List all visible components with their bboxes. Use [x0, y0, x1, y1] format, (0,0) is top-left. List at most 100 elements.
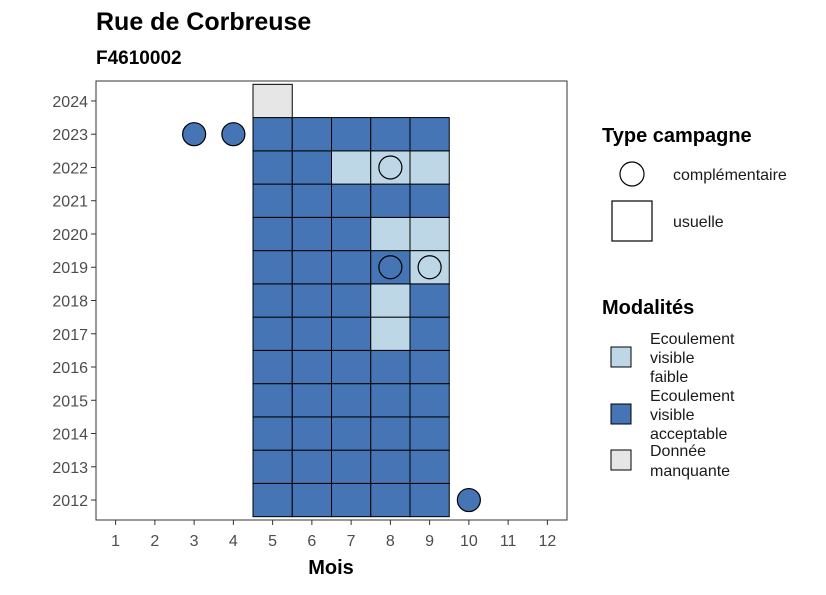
- heatmap-cell-2017-8: [370, 316, 411, 351]
- x-tick-label-8: 8: [386, 533, 395, 550]
- heatmap-cell-2017-9: [409, 316, 450, 351]
- y-tick-label-2020: 2020: [52, 227, 88, 244]
- heatmap-cell-2012-9: [409, 482, 450, 518]
- x-axis: 1 2 3 4 5 6 7 8 9 10 11 12: [111, 520, 556, 550]
- y-tick-label-2019: 2019: [52, 260, 88, 277]
- heatmap-cell-2013-9: [409, 449, 450, 484]
- heatmap-cell-2021-5: [252, 183, 293, 218]
- heatmap-cell-2023-7: [331, 117, 372, 152]
- heatmap-cell-2022-9: [409, 150, 450, 185]
- heatmap-cell-2023-8: [370, 117, 411, 152]
- heatmap-cell-2018-5: [252, 283, 293, 318]
- heatmap-cell-2015-6: [291, 383, 332, 418]
- legend-label-acceptable-line-2: visible: [650, 407, 695, 424]
- heatmap-cell-2015-9: [409, 383, 450, 418]
- heatmap-cell-2015-5: [252, 383, 293, 418]
- y-tick-label-2015: 2015: [52, 393, 88, 410]
- heatmap-cell-2019-6: [291, 250, 332, 285]
- heatmap-cell-2013-8: [370, 449, 411, 484]
- campaign-point-2019-9: [417, 255, 442, 280]
- heatmap-cell-2014-5: [252, 416, 293, 451]
- heatmap-cell-2018-7: [331, 283, 372, 318]
- legend-campaign-label-complementaire: complémentaire: [673, 167, 787, 184]
- y-tick-label-2021: 2021: [52, 194, 88, 211]
- y-tick-label-2018: 2018: [52, 294, 88, 311]
- y-tick-label-2014: 2014: [52, 427, 88, 444]
- campaign-point-2019-8: [378, 255, 403, 280]
- legend-label-acceptable-line-3: acceptable: [650, 426, 727, 443]
- heatmap-cell-2014-9: [409, 416, 450, 451]
- heatmap-cell-2012-8: [370, 482, 411, 518]
- heatmap-cell-2020-6: [291, 216, 332, 252]
- campaign-point-2023-3: [182, 122, 207, 147]
- x-axis-title: Mois: [308, 557, 354, 579]
- x-tick-label-11: 11: [500, 533, 517, 550]
- heatmap-cell-2023-5: [252, 117, 293, 152]
- heatmap-cell-2020-5: [252, 216, 293, 252]
- campaign-point-2012-10: [456, 487, 481, 513]
- heatmap-cell-2020-9: [409, 216, 450, 252]
- heatmap-cell-2023-6: [291, 117, 332, 152]
- legend-label-manquante: Donnée manquante: [650, 443, 730, 480]
- x-tick-label-10: 10: [460, 533, 478, 550]
- x-tick-label-12: 12: [538, 533, 556, 550]
- x-tick-label-1: 1: [111, 533, 120, 550]
- heatmap-cell-2014-7: [331, 416, 372, 451]
- y-tick-label-2012: 2012: [52, 493, 88, 510]
- y-tick-label-2024: 2024: [52, 94, 88, 111]
- legend-key-manquante: [610, 449, 632, 471]
- heatmap-cell-2016-7: [331, 349, 372, 385]
- x-tick-label-4: 4: [229, 533, 238, 550]
- heatmap-cell-2016-8: [370, 349, 411, 385]
- y-tick-label-2016: 2016: [52, 360, 88, 377]
- heatmap-cell-2018-8: [370, 283, 411, 318]
- cells-layer: [252, 83, 450, 518]
- heatmap-cell-2014-8: [370, 416, 411, 451]
- legend-label-manquante-line-2: manquante: [650, 463, 730, 480]
- heatmap-cell-2022-7: [331, 150, 372, 185]
- y-tick-label-2022: 2022: [52, 160, 88, 177]
- legend-campaign-title: Type campagne: [602, 125, 752, 147]
- campaign-point-2022-8: [378, 155, 403, 180]
- heatmap-cell-2022-5: [252, 150, 293, 185]
- heatmap-cell-2024-5: [252, 83, 293, 119]
- campaign-point-2023-4: [221, 122, 246, 147]
- heatmap-cell-2012-6: [291, 482, 332, 518]
- legend-campaign-label-usuelle: usuelle: [673, 214, 724, 231]
- heatmap-cell-2020-7: [331, 216, 372, 252]
- heatmap-cell-2013-7: [331, 449, 372, 484]
- heatmap-cell-2023-9: [409, 117, 450, 152]
- heatmap-cell-2016-6: [291, 349, 332, 385]
- heatmap-cell-2013-5: [252, 449, 293, 484]
- legend-label-acceptable-line-1: Ecoulement: [650, 388, 735, 405]
- heatmap-cell-2017-5: [252, 316, 293, 351]
- x-tick-label-2: 2: [150, 533, 159, 550]
- legend-key-faible: [610, 346, 632, 368]
- legend-label-faible-line-2: visible: [650, 350, 695, 367]
- points-layer: [182, 122, 481, 513]
- x-tick-label-5: 5: [268, 533, 277, 550]
- x-tick-label-7: 7: [347, 533, 356, 550]
- heatmap-cell-2021-7: [331, 183, 372, 218]
- heatmap-cell-2017-7: [331, 316, 372, 351]
- y-tick-label-2017: 2017: [52, 327, 88, 344]
- x-tick-label-6: 6: [307, 533, 316, 550]
- heatmap-cell-2012-5: [252, 482, 293, 518]
- heatmap-cell-2016-5: [252, 349, 293, 385]
- y-tick-label-2013: 2013: [52, 460, 88, 477]
- y-axis: 2012 2013 2014 2015 2016 2017 2018 2019 2020 2021…: [52, 94, 96, 510]
- legend-circle-marker: [619, 161, 645, 187]
- legend-square-marker: [611, 200, 653, 242]
- heatmap-cell-2016-9: [409, 349, 450, 385]
- heatmap-cell-2015-8: [370, 383, 411, 418]
- x-tick-label-9: 9: [425, 533, 434, 550]
- heatmap-cell-2013-6: [291, 449, 332, 484]
- heatmap-cell-2015-7: [331, 383, 372, 418]
- y-tick-label-2023: 2023: [52, 127, 88, 144]
- chart-subtitle: F4610002: [96, 48, 182, 69]
- heatmap-cell-2018-9: [409, 283, 450, 318]
- heatmap-cell-2022-6: [291, 150, 332, 185]
- heatmap-cell-2021-6: [291, 183, 332, 218]
- heatmap-cell-2018-6: [291, 283, 332, 318]
